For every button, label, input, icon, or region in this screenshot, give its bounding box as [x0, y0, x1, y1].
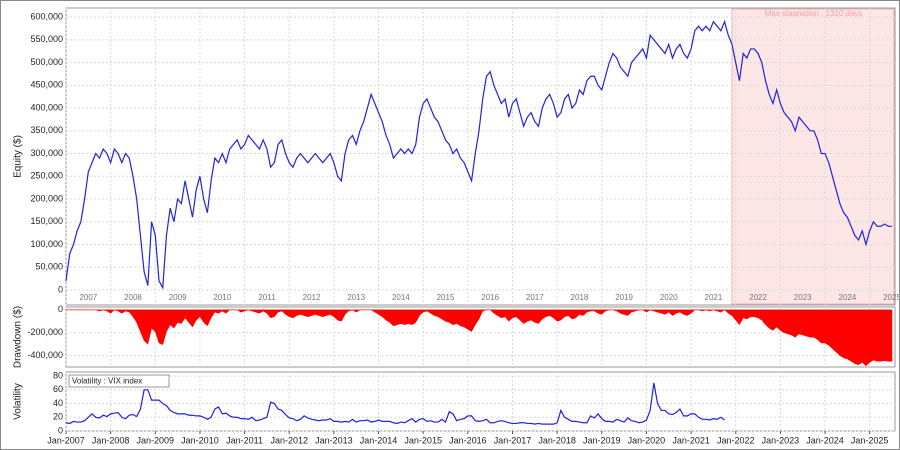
- x-tick-label: Jan-2011: [226, 435, 263, 445]
- y-axis-label: Drawdown ($): [13, 306, 24, 368]
- year-label: 2024: [838, 293, 856, 302]
- year-label: 2009: [169, 293, 187, 302]
- x-tick-label: Jan-2024: [806, 435, 844, 445]
- year-label: 2023: [794, 293, 812, 302]
- y-tick-label: 20: [53, 412, 63, 422]
- year-label: 2017: [526, 293, 544, 302]
- year-label: 2014: [392, 293, 410, 302]
- x-tick-label: Jan-2020: [628, 435, 666, 445]
- year-label: 2010: [213, 293, 231, 302]
- x-tick-label: Jan-2019: [583, 435, 621, 445]
- x-tick-label: Jan-2017: [494, 435, 532, 445]
- year-label: 2019: [615, 293, 633, 302]
- y-tick-label: 60: [53, 384, 63, 394]
- series-line: [65, 382, 725, 425]
- y-tick-label: -200,000: [27, 327, 63, 337]
- y-tick-label: -400,000: [27, 350, 63, 360]
- year-label: 2021: [705, 293, 723, 302]
- legend-label: Volatility : VIX index: [72, 377, 142, 386]
- year-label: 2015: [437, 293, 455, 302]
- y-tick-label: 450,000: [30, 80, 63, 90]
- year-label: 2025: [883, 293, 900, 302]
- x-tick-label: Jan-2016: [449, 435, 487, 445]
- x-tick-label: Jan-2007: [47, 435, 85, 445]
- stagnation-region: [731, 8, 895, 305]
- year-label: 2012: [303, 293, 321, 302]
- y-tick-label: 550,000: [30, 34, 63, 44]
- stagnation-label: Max stagnation : 1310 days: [765, 9, 863, 18]
- year-label: 2020: [660, 293, 678, 302]
- y-tick-label: 150,000: [30, 216, 63, 226]
- x-tick-label: Jan-2021: [672, 435, 710, 445]
- y-tick-label: 80: [53, 370, 63, 380]
- y-tick-label: 0: [58, 304, 63, 314]
- x-tick-label: Jan-2009: [137, 435, 175, 445]
- year-label: 2022: [749, 293, 767, 302]
- y-tick-label: 250,000: [30, 171, 63, 181]
- x-tick-label: Jan-2025: [851, 435, 889, 445]
- y-axis-label: Volatility: [13, 383, 24, 420]
- y-tick-label: 400,000: [30, 102, 63, 112]
- x-tick-label: Jan-2015: [404, 435, 442, 445]
- x-tick-label: Jan-2012: [270, 435, 308, 445]
- panel: [65, 371, 896, 432]
- x-tick-label: Jan-2018: [538, 435, 576, 445]
- y-tick-label: 0: [58, 284, 63, 294]
- year-label: 2013: [347, 293, 365, 302]
- year-label: 2008: [124, 293, 142, 302]
- drawdown-area: [66, 309, 893, 367]
- year-label: 2011: [258, 293, 276, 302]
- x-tick-label: Jan-2023: [762, 435, 800, 445]
- year-label: 2018: [571, 293, 589, 302]
- y-tick-label: 600,000: [30, 11, 63, 21]
- y-axis-label: Equity ($): [13, 135, 24, 178]
- y-tick-label: 350,000: [30, 125, 63, 135]
- x-tick-label: Jan-2008: [92, 435, 130, 445]
- y-tick-label: 500,000: [30, 57, 63, 67]
- legend-box: [68, 374, 170, 388]
- y-tick-label: 200,000: [30, 193, 63, 203]
- x-tick-label: Jan-2014: [360, 435, 398, 445]
- y-tick-label: 300,000: [30, 148, 63, 158]
- x-tick-label: Jan-2013: [315, 435, 353, 445]
- x-tick-label: Jan-2022: [717, 435, 755, 445]
- y-tick-label: 50,000: [35, 262, 63, 272]
- y-tick-label: 40: [53, 398, 63, 408]
- year-label: 2016: [481, 293, 499, 302]
- y-tick-label: 0: [58, 425, 63, 435]
- year-label: 2007: [79, 293, 97, 302]
- y-tick-label: 100,000: [30, 239, 63, 249]
- series-line: [65, 19, 892, 290]
- x-tick-label: Jan-2010: [181, 435, 219, 445]
